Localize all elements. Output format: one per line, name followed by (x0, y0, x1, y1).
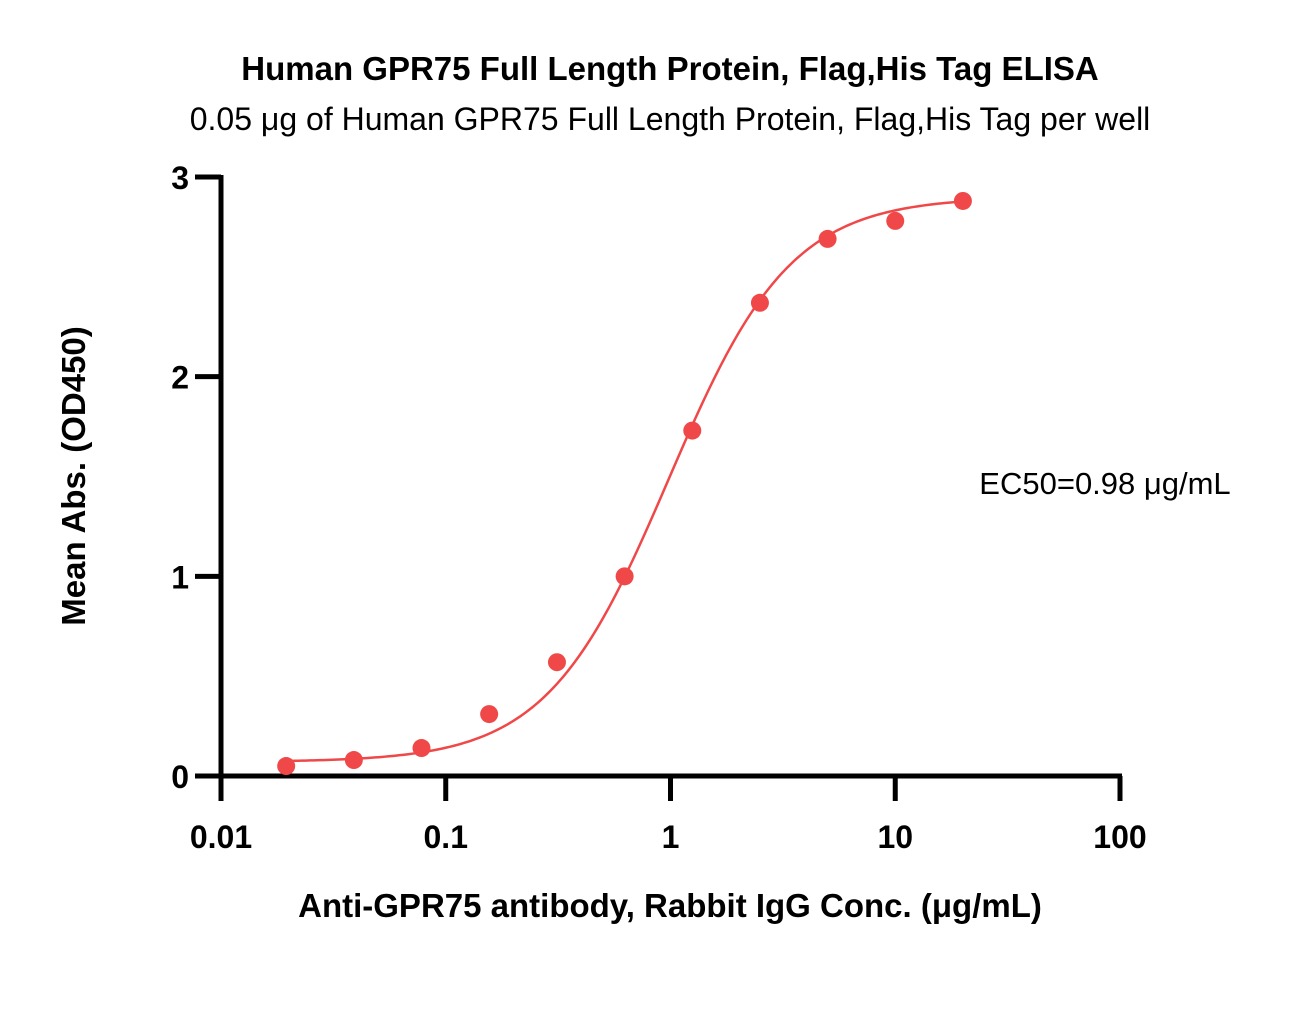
data-points (277, 191, 972, 776)
y-tick-label: 2 (171, 360, 189, 396)
y-tick-label: 3 (171, 160, 189, 196)
data-point (953, 191, 972, 210)
data-point (277, 757, 296, 776)
x-tick-label: 0.1 (424, 819, 468, 855)
x-tick-label: 1 (662, 819, 680, 855)
data-point (683, 421, 702, 440)
data-point (412, 739, 431, 758)
x-axis-label: Anti-GPR75 antibody, Rabbit IgG Conc. (μ… (298, 887, 1042, 924)
data-point (547, 653, 566, 672)
fit-curve (286, 200, 964, 763)
data-point (886, 211, 905, 230)
y-axis-label: Mean Abs. (OD450) (55, 326, 92, 626)
ec50-annotation: EC50=0.98 μg/mL (979, 466, 1230, 501)
data-point (818, 229, 837, 248)
data-point (615, 567, 634, 586)
x-tick-label: 10 (877, 819, 913, 855)
data-point (480, 705, 499, 724)
x-tick-label: 100 (1093, 819, 1146, 855)
chart-subtitle: 0.05 μg of Human GPR75 Full Length Prote… (190, 101, 1151, 137)
y-axis-ticks: 0 1 2 3 (171, 160, 221, 795)
x-tick-label: 0.01 (190, 819, 252, 855)
data-point (344, 751, 363, 770)
x-axis-ticks: 0.01 0.1 1 10 100 (190, 776, 1147, 855)
data-point (750, 293, 769, 312)
chart-title: Human GPR75 Full Length Protein, Flag,Hi… (241, 50, 1098, 87)
fit-curve-group (286, 200, 964, 763)
y-tick-label: 0 (171, 759, 189, 795)
y-tick-label: 1 (171, 559, 189, 595)
